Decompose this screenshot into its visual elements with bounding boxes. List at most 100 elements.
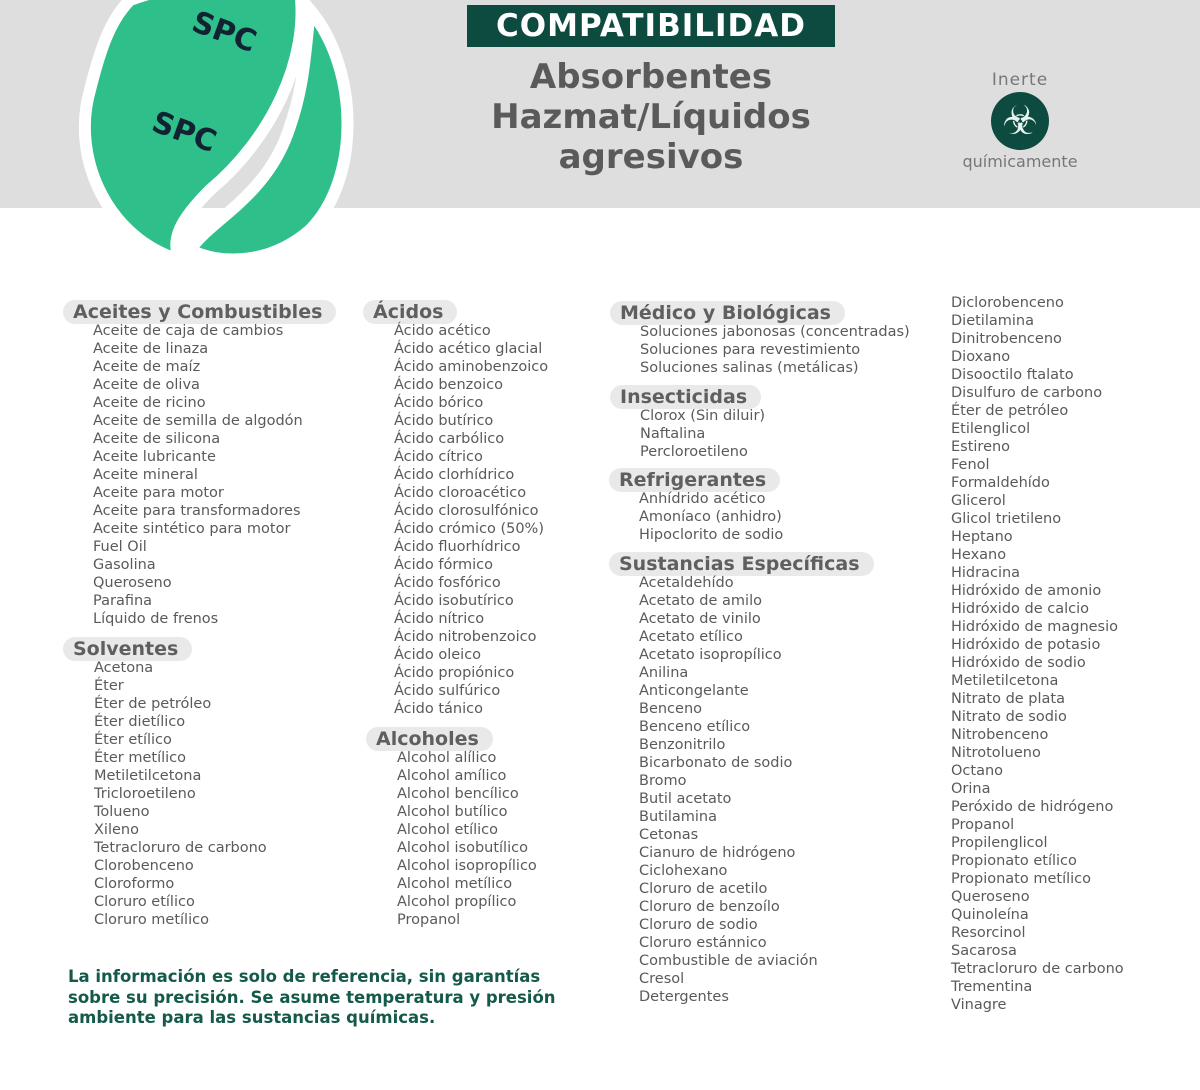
list-item: Líquido de frenos bbox=[93, 611, 219, 627]
section-heading: Ácidos bbox=[363, 300, 458, 324]
list-item: Diclorobenceno bbox=[951, 295, 1064, 311]
list-item: Ácido nitrobenzoico bbox=[394, 629, 537, 645]
list-item: Aceite para motor bbox=[93, 485, 224, 501]
section-médico-y-biológicas: Médico y Biológicas Soluciones jabonosas … bbox=[610, 301, 910, 377]
badge-bottom-text: químicamente bbox=[962, 152, 1078, 171]
biohazard-icon: ☣ bbox=[991, 92, 1049, 150]
list-item: Alcohol bencílico bbox=[397, 786, 519, 802]
list-item: Aceite para transformadores bbox=[93, 503, 301, 519]
list-item: Hidracina bbox=[951, 565, 1021, 581]
list-item: Benceno etílico bbox=[639, 719, 751, 735]
list-item: Propanol bbox=[397, 912, 461, 928]
list-item: Hidróxido de sodio bbox=[951, 655, 1086, 671]
list-item: Hipoclorito de sodio bbox=[639, 527, 784, 543]
list-item: Sacarosa bbox=[951, 943, 1017, 959]
list-item: Ácido clorosulfónico bbox=[394, 503, 539, 519]
list-item: Fenol bbox=[951, 457, 990, 473]
list-item: Etilenglicol bbox=[951, 421, 1031, 437]
list-item: Anhídrido acético bbox=[639, 491, 766, 507]
substance-list: Clorox (Sin diluir) Naftalina Percloroetil… bbox=[610, 407, 765, 461]
list-item: Hexano bbox=[951, 547, 1007, 563]
list-item: Ácido cloroacético bbox=[394, 485, 527, 501]
list-item: Bromo bbox=[639, 773, 687, 789]
list-item: Queroseno bbox=[951, 889, 1030, 905]
list-item: Naftalina bbox=[640, 426, 706, 442]
list-item: Acetato de amilo bbox=[639, 593, 762, 609]
section-ácidos: Ácidos Ácido acético Ácido acético glacial… bbox=[363, 300, 548, 718]
list-item: Alcohol etílico bbox=[397, 822, 499, 838]
list-item: Hidróxido de amonio bbox=[951, 583, 1102, 599]
list-item: Acetato isopropílico bbox=[639, 647, 782, 663]
section-refrigerantes: Refrigerantes Anhídrido acético Amoníaco (… bbox=[609, 468, 783, 544]
list-item: Disooctilo ftalato bbox=[951, 367, 1074, 383]
list-item: Ácido sulfúrico bbox=[394, 683, 501, 699]
list-item: Aceite de silicona bbox=[93, 431, 221, 447]
list-item: Xileno bbox=[94, 822, 139, 838]
list-item: Cloruro de acetilo bbox=[639, 881, 768, 897]
list-item: Éter bbox=[94, 678, 124, 694]
substance-list: Anhídrido acético Amoníaco (anhidro) Hipoc… bbox=[609, 490, 783, 544]
list-item: Cloruro etílico bbox=[94, 894, 195, 910]
section-solventes: Solventes Acetona Éter Éter de petróleo Éter… bbox=[63, 637, 267, 929]
list-item: Hidróxido de potasio bbox=[951, 637, 1101, 653]
list-item: Peróxido de hidrógeno bbox=[951, 799, 1114, 815]
list-item: Amoníaco (anhidro) bbox=[639, 509, 782, 525]
list-item: Éter metílico bbox=[94, 750, 186, 766]
list-item: Éter de petróleo bbox=[951, 403, 1069, 419]
list-item: Quinoleína bbox=[951, 907, 1029, 923]
page-title: COMPATIBILIDAD bbox=[467, 5, 835, 47]
section-alcoholes: Alcoholes Alcohol alílico Alcohol amílico A… bbox=[366, 727, 537, 929]
list-item: Estireno bbox=[951, 439, 1011, 455]
inert-badge: Inerte ☣ químicamente bbox=[950, 70, 1090, 171]
subtitle-line-3: agresivos bbox=[558, 137, 744, 177]
list-item: Propanol bbox=[951, 817, 1015, 833]
list-item: Éter dietílico bbox=[94, 714, 186, 730]
list-item: Glicerol bbox=[951, 493, 1006, 509]
list-item: Ácido nítrico bbox=[394, 611, 485, 627]
list-item: Tricloroetileno bbox=[94, 786, 196, 802]
list-item: Gasolina bbox=[93, 557, 156, 573]
substance-list: Aceite de caja de cambios Aceite de linaz… bbox=[63, 322, 336, 628]
list-item: Ácido clorhídrico bbox=[394, 467, 515, 483]
list-item: Ácido acético glacial bbox=[394, 341, 543, 357]
disclaimer-note: La información es solo de referencia, si… bbox=[68, 967, 556, 1027]
section-continued: Diclorobenceno Dietilamina Dinitrobenceno D… bbox=[951, 295, 1124, 1014]
list-item: Percloroetileno bbox=[640, 444, 748, 460]
list-item: Tetracloruro de carbono bbox=[951, 961, 1124, 977]
section-heading: Refrigerantes bbox=[609, 468, 781, 492]
list-item: Fuel Oil bbox=[93, 539, 147, 555]
list-item: Alcohol isobutílico bbox=[397, 840, 528, 856]
list-item: Alcohol butílico bbox=[397, 804, 508, 820]
list-item: Benceno bbox=[639, 701, 703, 717]
subtitle-line-2: Hazmat/Líquidos bbox=[491, 97, 811, 137]
section-heading: Sustancias Específicas bbox=[609, 552, 874, 576]
list-item: Nitrato de plata bbox=[951, 691, 1065, 707]
list-item: Alcohol propílico bbox=[397, 894, 517, 910]
list-item: Alcohol amílico bbox=[397, 768, 507, 784]
list-item: Aceite de semilla de algodón bbox=[93, 413, 303, 429]
list-item: Aceite de maíz bbox=[93, 359, 201, 375]
section-heading: Médico y Biológicas bbox=[610, 301, 845, 325]
list-item: Tetracloruro de carbono bbox=[94, 840, 267, 856]
list-item: Nitrobenceno bbox=[951, 727, 1049, 743]
list-item: Cetonas bbox=[639, 827, 699, 843]
list-item: Acetato etílico bbox=[639, 629, 743, 645]
list-item: Éter de petróleo bbox=[94, 696, 212, 712]
substance-list: Soluciones jabonosas (concentradas) Soluc… bbox=[610, 323, 910, 377]
list-item: Heptano bbox=[951, 529, 1013, 545]
list-item: Ácido isobutírico bbox=[394, 593, 514, 609]
list-item: Trementina bbox=[951, 979, 1033, 995]
list-item: Cloruro estánnico bbox=[639, 935, 767, 951]
list-item: Acetaldehído bbox=[639, 575, 734, 591]
list-item: Dioxano bbox=[951, 349, 1011, 365]
list-item: Cloruro de benzoílo bbox=[639, 899, 780, 915]
list-item: Ácido aminobenzoico bbox=[394, 359, 549, 375]
list-item: Cresol bbox=[639, 971, 685, 987]
list-item: Ácido fórmico bbox=[394, 557, 494, 573]
list-item: Butil acetato bbox=[639, 791, 732, 807]
list-item: Ácido carbólico bbox=[394, 431, 505, 447]
list-item: Hidróxido de magnesio bbox=[951, 619, 1119, 635]
section-heading: Insecticidas bbox=[610, 385, 762, 409]
list-item: Clorox (Sin diluir) bbox=[640, 408, 766, 424]
list-item: Soluciones salinas (metálicas) bbox=[640, 360, 859, 376]
